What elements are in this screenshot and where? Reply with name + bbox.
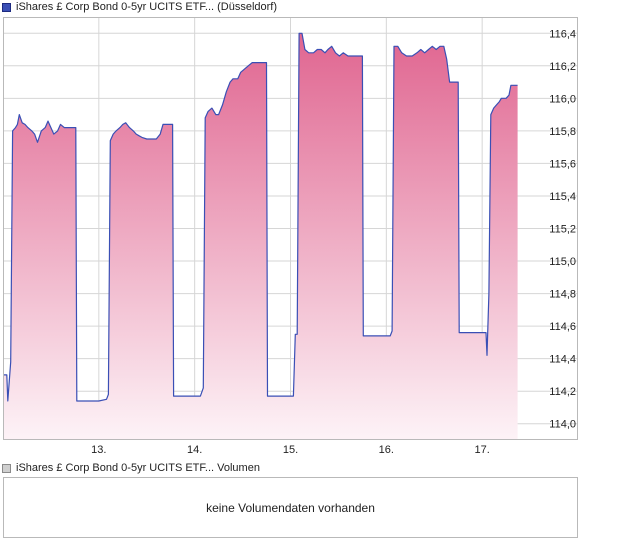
y-tick-label: 116,0 — [549, 93, 576, 105]
y-tick-label: 115,4 — [549, 191, 576, 203]
plot-frame — [3, 17, 578, 440]
y-tick-label: 116,4 — [549, 28, 576, 40]
volume-legend-swatch — [2, 463, 11, 473]
volume-legend-label: iShares £ Corp Bond 0-5yr UCITS ETF... V… — [16, 462, 260, 474]
price-legend-swatch — [2, 2, 11, 12]
y-tick-label: 115,0 — [549, 256, 576, 268]
y-tick-label: 114,2 — [549, 386, 576, 398]
volume-legend: iShares £ Corp Bond 0-5yr UCITS ETF... V… — [2, 461, 260, 475]
y-tick-label: 114,6 — [549, 321, 576, 333]
price-chart: 114,0 114,2 114,4 114,6 114,8 115,0 115,2 115,4… — [3, 17, 578, 456]
y-tick-label: 115,6 — [549, 158, 576, 170]
y-tick-label: 114,4 — [549, 354, 576, 366]
y-tick-label: 116,2 — [549, 61, 576, 73]
y-tick-label: 114,0 — [549, 419, 576, 431]
y-tick-label: 114,8 — [549, 289, 576, 301]
x-tick-label: 16. — [379, 444, 394, 456]
x-tick-label: 14. — [187, 444, 202, 456]
no-volume-message: keine Volumendaten vorhanden — [206, 500, 375, 515]
x-tick-label: 13. — [91, 444, 106, 456]
volume-panel: keine Volumendaten vorhanden — [3, 477, 578, 538]
y-tick-label: 115,8 — [549, 126, 576, 138]
x-tick-label: 17. — [475, 444, 490, 456]
price-line — [3, 32, 518, 402]
price-legend-label: iShares £ Corp Bond 0-5yr UCITS ETF... (… — [16, 1, 278, 13]
price-area — [3, 33, 518, 441]
x-tick-label: 15. — [283, 444, 298, 456]
y-tick-label: 115,2 — [549, 224, 576, 236]
price-legend: iShares £ Corp Bond 0-5yr UCITS ETF... (… — [2, 0, 277, 14]
